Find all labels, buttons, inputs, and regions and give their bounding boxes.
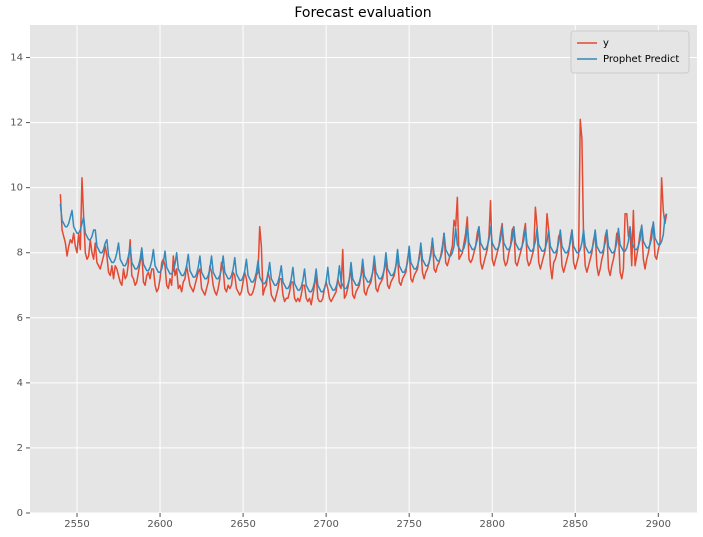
y-tick-label: 0: [17, 508, 23, 519]
x-tick-label: 2550: [64, 519, 89, 530]
legend: y Prophet Predict: [570, 30, 690, 74]
y-tick-label: 6: [17, 313, 23, 324]
y-tick-label: 14: [10, 53, 23, 64]
y-tick-label: 10: [10, 183, 23, 194]
x-tick-label: 2900: [646, 519, 671, 530]
chart-title: Forecast evaluation: [294, 5, 431, 21]
x-tick-label: 2800: [479, 519, 504, 530]
x-tick-label: 2750: [396, 519, 421, 530]
x-tick-label: 2650: [230, 519, 255, 530]
y-tick-label: 8: [17, 248, 23, 259]
series-line: [59, 118, 668, 306]
legend-label: Prophet Predict: [603, 54, 679, 65]
x-tick-label: 2850: [563, 519, 588, 530]
x-tick-label: 2700: [313, 519, 338, 530]
x-tick-label: 2600: [147, 519, 172, 530]
y-tick-label: 2: [17, 443, 23, 454]
y-tick-label: 4: [17, 378, 23, 389]
legend-label: y: [603, 38, 609, 49]
legend-box: [570, 30, 690, 74]
y-tick-label: 12: [10, 118, 23, 129]
series-line: [59, 203, 668, 293]
